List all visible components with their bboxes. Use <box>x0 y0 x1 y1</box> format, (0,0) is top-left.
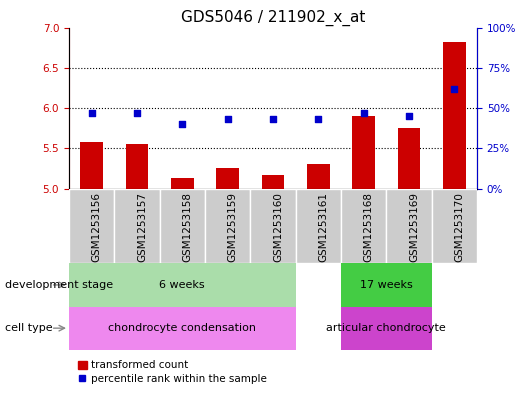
Bar <box>69 263 296 307</box>
Text: GSM1253160: GSM1253160 <box>273 192 283 262</box>
Point <box>87 110 96 116</box>
Point <box>359 110 368 116</box>
Bar <box>431 189 477 263</box>
Text: development stage: development stage <box>5 280 113 290</box>
Legend: transformed count, percentile rank within the sample: transformed count, percentile rank withi… <box>74 356 271 388</box>
Text: GSM1253158: GSM1253158 <box>182 192 192 263</box>
Bar <box>126 144 148 189</box>
Text: GSM1253170: GSM1253170 <box>454 192 464 262</box>
Point <box>178 121 187 127</box>
Bar <box>262 175 284 189</box>
Point <box>450 86 458 92</box>
Bar <box>341 189 386 263</box>
Bar <box>352 116 375 189</box>
Text: GSM1253159: GSM1253159 <box>227 192 237 263</box>
Bar <box>69 189 114 263</box>
Point <box>314 116 323 123</box>
Bar <box>160 189 205 263</box>
Text: articular chondrocyte: articular chondrocyte <box>326 323 446 333</box>
Point <box>223 116 232 123</box>
Bar <box>250 189 296 263</box>
Bar <box>443 42 466 189</box>
Bar <box>296 189 341 263</box>
Text: GSM1253161: GSM1253161 <box>319 192 328 263</box>
Bar <box>341 263 431 307</box>
Text: 17 weeks: 17 weeks <box>360 280 413 290</box>
Text: cell type: cell type <box>5 323 53 333</box>
Text: GSM1253157: GSM1253157 <box>137 192 147 263</box>
Text: chondrocyte condensation: chondrocyte condensation <box>108 323 257 333</box>
Bar <box>307 164 330 189</box>
Point <box>269 116 277 123</box>
Text: GSM1253156: GSM1253156 <box>92 192 102 263</box>
Bar <box>341 307 431 350</box>
Bar <box>171 178 193 189</box>
Bar <box>69 307 296 350</box>
Bar <box>386 189 431 263</box>
Text: GSM1253168: GSM1253168 <box>364 192 374 263</box>
Point <box>132 110 141 116</box>
Bar <box>398 128 420 189</box>
Bar <box>216 169 239 189</box>
Bar <box>114 189 160 263</box>
Title: GDS5046 / 211902_x_at: GDS5046 / 211902_x_at <box>181 10 365 26</box>
Text: 6 weeks: 6 weeks <box>160 280 205 290</box>
Text: GSM1253169: GSM1253169 <box>409 192 419 263</box>
Bar <box>205 189 250 263</box>
Point <box>405 113 413 119</box>
Bar <box>80 142 103 189</box>
